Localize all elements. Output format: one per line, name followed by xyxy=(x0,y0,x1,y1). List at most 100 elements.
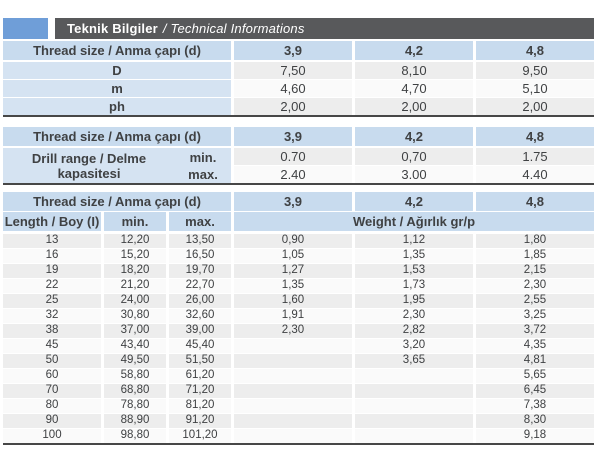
weight-42-cell: 1,95 xyxy=(355,294,473,308)
weight-39-cell xyxy=(234,399,352,413)
length-cell: 80 xyxy=(3,399,101,413)
thread-size-header: Thread size / Anma çapı (d) xyxy=(3,127,231,146)
table-row: 16 15,20 16,50 1,05 1,35 1,85 xyxy=(3,249,594,263)
length-cell: 90 xyxy=(3,414,101,428)
column-header: 4,2 xyxy=(355,41,473,60)
length-cell: 25 xyxy=(3,294,101,308)
weight-48-cell: 9,18 xyxy=(476,429,594,443)
weight-42-cell xyxy=(355,414,473,428)
column-header: 3,9 xyxy=(234,41,352,60)
weight-42-cell: 1,73 xyxy=(355,279,473,293)
table-row: 19 18,20 19,70 1,27 1,53 2,15 xyxy=(3,264,594,278)
column-header: 4,2 xyxy=(355,192,473,211)
weight-42-cell xyxy=(355,384,473,398)
value-cell: 5,10 xyxy=(476,80,594,97)
column-header: 3,9 xyxy=(234,127,352,146)
value-cell: 3.00 xyxy=(355,166,473,183)
length-cell: 32 xyxy=(3,309,101,323)
max-cell: 71,20 xyxy=(169,384,231,398)
min-cell: 58,80 xyxy=(104,369,166,383)
weight-48-cell: 4,35 xyxy=(476,339,594,353)
weight-39-cell: 1,05 xyxy=(234,249,352,263)
length-cell: 45 xyxy=(3,339,101,353)
max-cell: 19,70 xyxy=(169,264,231,278)
max-cell: 45,40 xyxy=(169,339,231,353)
weight-39-cell xyxy=(234,369,352,383)
value-cell: 2,00 xyxy=(476,98,594,115)
section-title-en: / Technical Informations xyxy=(162,21,305,36)
table-row: 38 37,00 39,00 2,30 2,82 3,72 xyxy=(3,324,594,338)
max-cell: 16,50 xyxy=(169,249,231,263)
column-header: 4,8 xyxy=(476,41,594,60)
weight-39-cell xyxy=(234,354,352,368)
min-cell: 98,80 xyxy=(104,429,166,443)
drill-range-values: 0.70 0,70 1.75 2.40 3.00 4.40 xyxy=(234,148,594,183)
row-label: ph xyxy=(3,98,231,115)
table-row: 90 88,90 91,20 8,30 xyxy=(3,414,594,428)
value-cell: 8,10 xyxy=(355,62,473,79)
length-weight-table: Thread size / Anma çapı (d) 3,9 4,2 4,8 … xyxy=(3,192,594,445)
weight-48-cell: 6,45 xyxy=(476,384,594,398)
weight-48-cell: 2,55 xyxy=(476,294,594,308)
thread-size-header: Thread size / Anma çapı (d) xyxy=(3,192,231,211)
max-cell: 13,50 xyxy=(169,234,231,248)
weight-39-cell xyxy=(234,384,352,398)
min-cell: 30,80 xyxy=(104,309,166,323)
value-cell: 0.70 xyxy=(234,148,352,165)
table-row: 2.40 3.00 4.40 xyxy=(234,166,594,183)
table-row: 100 98,80 101,20 9,18 xyxy=(3,429,594,443)
length-cell: 22 xyxy=(3,279,101,293)
weight-header: Weight / Ağırlık gr/p xyxy=(234,212,594,231)
spacer xyxy=(3,231,594,233)
drill-range-label: Drill range / Delme kapasitesi xyxy=(31,150,147,181)
weight-48-cell: 1,85 xyxy=(476,249,594,263)
weight-39-cell: 1,35 xyxy=(234,279,352,293)
weight-42-cell: 3,65 xyxy=(355,354,473,368)
thread-dimensions-table: Thread size / Anma çapı (d) 3,9 4,2 4,8 … xyxy=(3,41,594,117)
drill-range-table: Thread size / Anma çapı (d) 3,9 4,2 4,8 … xyxy=(3,127,594,185)
column-header: 3,9 xyxy=(234,192,352,211)
length-weight-rows: 13 12,20 13,50 0,90 1,12 1,80 16 15,20 1… xyxy=(3,234,594,443)
table-row: m 4,60 4,70 5,10 xyxy=(3,80,594,97)
max-cell: 39,00 xyxy=(169,324,231,338)
weight-42-cell xyxy=(355,369,473,383)
max-label: max. xyxy=(188,166,218,182)
weight-39-cell: 1,60 xyxy=(234,294,352,308)
min-cell: 68,80 xyxy=(104,384,166,398)
row-label: m xyxy=(3,80,231,97)
value-cell: 9,50 xyxy=(476,62,594,79)
weight-39-cell: 0,90 xyxy=(234,234,352,248)
drill-range-label-cell: Drill range / Delme kapasitesi min. max. xyxy=(3,148,231,183)
max-cell: 26,00 xyxy=(169,294,231,308)
value-cell: 2,00 xyxy=(355,98,473,115)
table-row: 45 43,40 45,40 3,20 4,35 xyxy=(3,339,594,353)
min-cell: 37,00 xyxy=(104,324,166,338)
table-row: 13 12,20 13,50 0,90 1,12 1,80 xyxy=(3,234,594,248)
section-title-tr: Teknik Bilgiler xyxy=(67,21,158,36)
table-header-row: Thread size / Anma çapı (d) 3,9 4,2 4,8 xyxy=(3,41,594,60)
table-row: 25 24,00 26,00 1,60 1,95 2,55 xyxy=(3,294,594,308)
min-cell: 12,20 xyxy=(104,234,166,248)
table-row: 0.70 0,70 1.75 xyxy=(234,148,594,165)
table-row: 32 30,80 32,60 1,91 2,30 3,25 xyxy=(3,309,594,323)
accent-color-chip xyxy=(3,18,48,39)
table-row: 80 78,80 81,20 7,38 xyxy=(3,399,594,413)
weight-39-cell: 1,91 xyxy=(234,309,352,323)
length-cell: 19 xyxy=(3,264,101,278)
length-cell: 16 xyxy=(3,249,101,263)
table-row: D 7,50 8,10 9,50 xyxy=(3,62,594,79)
weight-39-cell xyxy=(234,339,352,353)
table-row: 50 49,50 51,50 3,65 4,81 xyxy=(3,354,594,368)
weight-42-cell: 1,53 xyxy=(355,264,473,278)
column-header: 4,8 xyxy=(476,127,594,146)
weight-42-cell xyxy=(355,429,473,443)
column-header: 4,2 xyxy=(355,127,473,146)
max-cell: 51,50 xyxy=(169,354,231,368)
length-header: Length / Boy (I) xyxy=(3,212,101,231)
value-cell: 4.40 xyxy=(476,166,594,183)
weight-39-cell: 2,30 xyxy=(234,324,352,338)
max-cell: 101,20 xyxy=(169,429,231,443)
length-cell: 50 xyxy=(3,354,101,368)
title-bar: Teknik Bilgiler / Technical Informations xyxy=(3,18,594,39)
